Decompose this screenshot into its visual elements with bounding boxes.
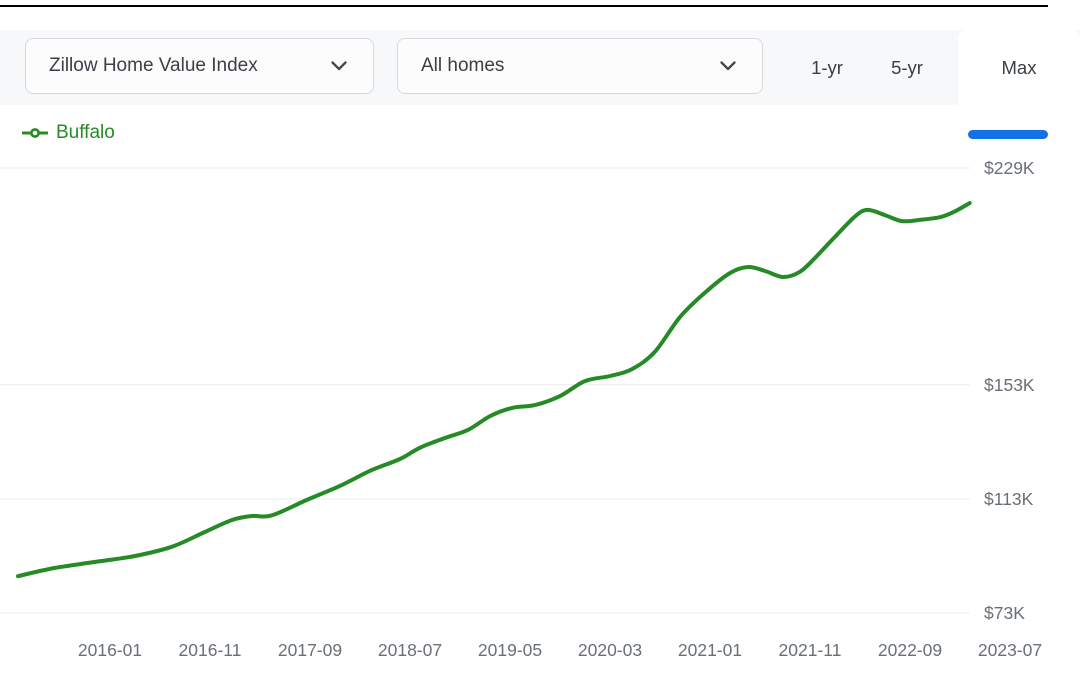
x-axis-tick-label: 2021-01 bbox=[678, 640, 742, 660]
range-max-button[interactable]: Max bbox=[958, 30, 1080, 105]
x-axis-tick-label: 2017-09 bbox=[278, 640, 342, 660]
range-max-label: Max bbox=[1001, 56, 1037, 78]
x-axis-tick-label: 2023-07 bbox=[978, 640, 1042, 660]
legend-series-label: Buffalo bbox=[56, 122, 115, 143]
y-axis-tick-label: $229K bbox=[984, 158, 1035, 178]
chevron-down-icon bbox=[331, 61, 347, 71]
segment-dropdown-value: All homes bbox=[421, 55, 505, 76]
y-axis-tick-label: $113K bbox=[984, 489, 1034, 509]
x-axis-tick-label: 2021-11 bbox=[779, 640, 842, 660]
x-axis-tick-label: 2016-01 bbox=[78, 640, 142, 660]
segment-dropdown[interactable]: All homes bbox=[397, 38, 763, 94]
metric-dropdown-value: Zillow Home Value Index bbox=[49, 55, 258, 76]
legend-item-buffalo[interactable]: Buffalo bbox=[22, 119, 115, 147]
x-axis-tick-label: 2020-03 bbox=[578, 640, 642, 660]
y-axis-tick-label: $153K bbox=[984, 375, 1035, 395]
chevron-down-icon bbox=[720, 61, 736, 71]
x-axis-tick-label: 2016-11 bbox=[179, 640, 242, 660]
series-line-buffalo[interactable] bbox=[16, 201, 972, 579]
top-border-line bbox=[0, 5, 1048, 7]
chart-toolbar: Zillow Home Value Index All homes 1-yr 5… bbox=[0, 30, 1080, 139]
x-axis-tick-label: 2018-07 bbox=[378, 640, 442, 660]
y-axis-tick-label: $73K bbox=[984, 603, 1025, 623]
x-axis-tick-label: 2022-09 bbox=[878, 640, 942, 660]
range-1yr-button[interactable]: 1-yr bbox=[790, 30, 864, 105]
series-marker-icon bbox=[22, 128, 48, 138]
range-1yr-label: 1-yr bbox=[811, 56, 843, 78]
active-range-underline bbox=[968, 130, 1048, 139]
metric-dropdown[interactable]: Zillow Home Value Index bbox=[25, 38, 374, 94]
range-5yr-label: 5-yr bbox=[891, 56, 923, 78]
range-5yr-button[interactable]: 5-yr bbox=[870, 30, 944, 105]
x-axis-tick-label: 2019-05 bbox=[478, 640, 542, 660]
